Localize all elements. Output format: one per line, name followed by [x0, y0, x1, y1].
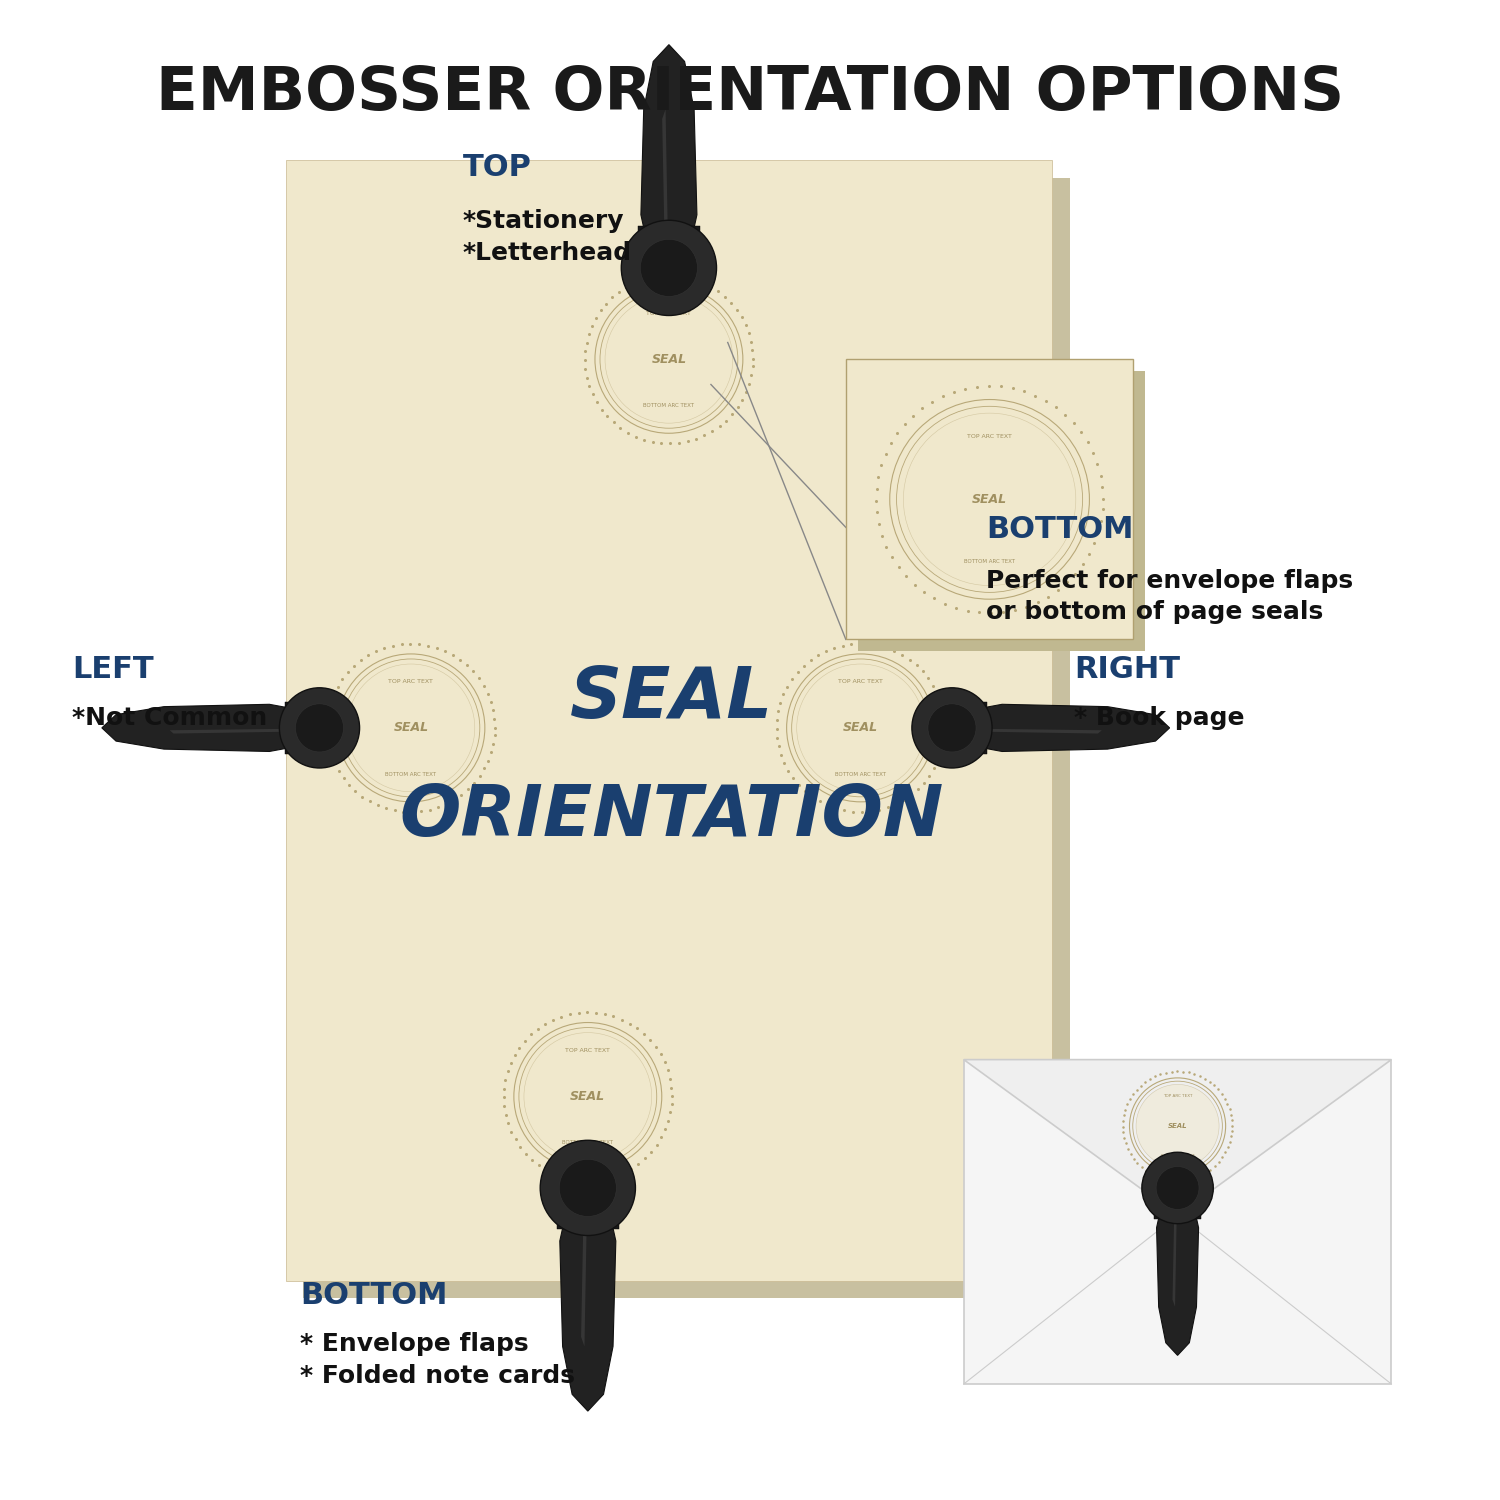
Polygon shape: [102, 705, 308, 752]
Text: TOP ARC TEXT: TOP ARC TEXT: [388, 680, 433, 684]
Text: BOTTOM ARC TEXT: BOTTOM ARC TEXT: [1161, 1154, 1194, 1158]
Text: BOTTOM ARC TEXT: BOTTOM ARC TEXT: [562, 1140, 614, 1144]
Circle shape: [279, 688, 360, 768]
Bar: [975, 702, 987, 754]
Text: SEAL: SEAL: [570, 664, 774, 734]
Bar: [964, 1059, 1392, 1384]
Bar: [1155, 1210, 1200, 1219]
Bar: [652, 268, 686, 304]
Polygon shape: [560, 1203, 616, 1411]
Text: TOP ARC TEXT: TOP ARC TEXT: [1162, 1094, 1192, 1098]
Polygon shape: [964, 1059, 1392, 1215]
Circle shape: [621, 220, 717, 315]
Circle shape: [296, 704, 344, 752]
Polygon shape: [1156, 1198, 1198, 1356]
Text: Perfect for envelope flaps
or bottom of page seals: Perfect for envelope flaps or bottom of …: [986, 568, 1353, 624]
Circle shape: [540, 1140, 636, 1236]
Circle shape: [903, 413, 1076, 585]
Circle shape: [524, 1032, 651, 1161]
Polygon shape: [640, 45, 698, 254]
Text: BOTTOM ARC TEXT: BOTTOM ARC TEXT: [836, 771, 886, 777]
Text: *Stationery
*Letterhead: *Stationery *Letterhead: [462, 209, 632, 264]
Text: BOTTOM ARC TEXT: BOTTOM ARC TEXT: [644, 404, 694, 408]
Text: BOTTOM: BOTTOM: [986, 514, 1134, 543]
Circle shape: [560, 1160, 616, 1216]
Circle shape: [912, 688, 992, 768]
Circle shape: [928, 704, 976, 752]
Text: SEAL: SEAL: [570, 1090, 606, 1102]
Bar: [1166, 1161, 1190, 1188]
Bar: [303, 178, 1070, 1299]
Bar: [858, 370, 1144, 651]
Text: * Envelope flaps
* Folded note cards: * Envelope flaps * Folded note cards: [300, 1332, 576, 1388]
Polygon shape: [170, 729, 288, 734]
Bar: [285, 702, 296, 754]
Text: SEAL: SEAL: [843, 722, 878, 735]
Text: TOP: TOP: [462, 153, 531, 183]
Polygon shape: [982, 729, 1102, 734]
Polygon shape: [1173, 1214, 1176, 1306]
Circle shape: [1142, 1152, 1214, 1224]
Text: SEAL: SEAL: [1168, 1124, 1188, 1130]
Circle shape: [1136, 1084, 1220, 1167]
Circle shape: [640, 240, 698, 297]
Text: TOP ARC TEXT: TOP ARC TEXT: [839, 680, 884, 684]
Bar: [572, 1150, 604, 1188]
Polygon shape: [580, 1222, 586, 1347]
Circle shape: [346, 664, 476, 792]
Circle shape: [1156, 1167, 1198, 1209]
Bar: [556, 1218, 618, 1230]
Polygon shape: [964, 705, 1170, 752]
Text: * Book page: * Book page: [1074, 706, 1245, 730]
Text: SEAL: SEAL: [393, 722, 429, 735]
Text: *Not Common: *Not Common: [72, 706, 267, 730]
Circle shape: [604, 296, 734, 423]
Text: BOTTOM ARC TEXT: BOTTOM ARC TEXT: [964, 560, 1016, 564]
Text: EMBOSSER ORIENTATION OPTIONS: EMBOSSER ORIENTATION OPTIONS: [156, 64, 1344, 123]
Circle shape: [796, 664, 924, 792]
Text: SEAL: SEAL: [972, 494, 1006, 506]
Text: BOTTOM ARC TEXT: BOTTOM ARC TEXT: [386, 771, 436, 777]
Polygon shape: [662, 110, 668, 234]
Bar: [285, 160, 1052, 1281]
Text: SEAL: SEAL: [651, 352, 687, 366]
Bar: [320, 714, 352, 741]
Text: RIGHT: RIGHT: [1074, 654, 1180, 684]
Text: LEFT: LEFT: [72, 654, 153, 684]
Text: BOTTOM: BOTTOM: [300, 1281, 448, 1311]
Text: TOP ARC TEXT: TOP ARC TEXT: [566, 1048, 610, 1053]
Bar: [920, 714, 952, 741]
Bar: [846, 360, 1134, 639]
Text: TOP ARC TEXT: TOP ARC TEXT: [968, 435, 1012, 439]
Text: TOP ARC TEXT: TOP ARC TEXT: [646, 310, 692, 315]
Bar: [638, 226, 699, 238]
Text: ORIENTATION: ORIENTATION: [399, 782, 944, 850]
